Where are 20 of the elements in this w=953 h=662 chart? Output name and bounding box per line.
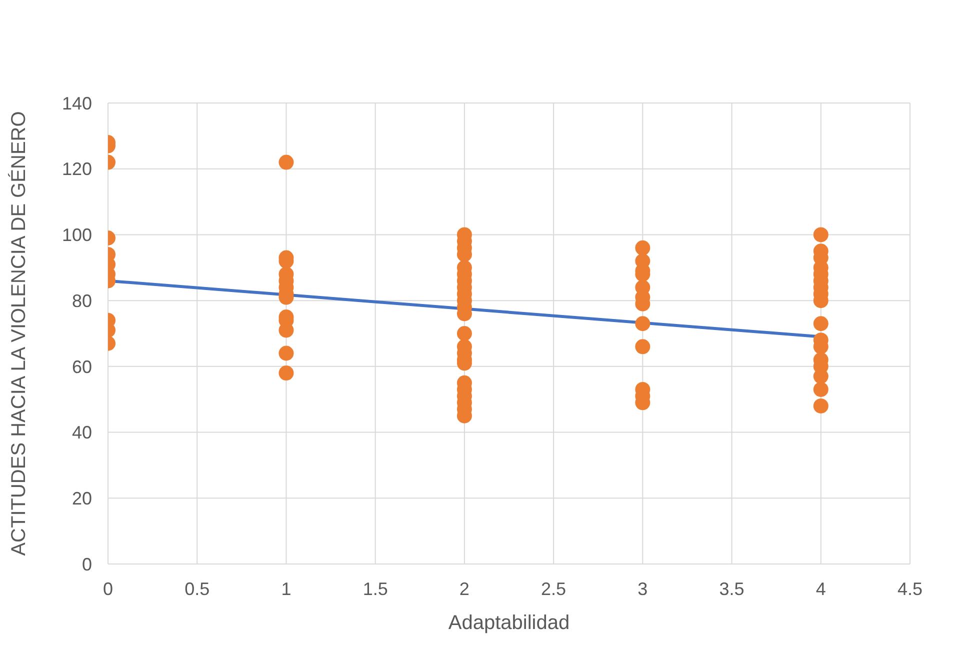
y-tick-label: 60 (72, 356, 92, 377)
y-tick-label: 120 (62, 159, 92, 180)
x-tick-label: 3 (638, 578, 648, 599)
x-tick-label: 4 (816, 578, 826, 599)
y-tick-label: 0 (82, 554, 92, 574)
x-tick-label: 0 (102, 578, 114, 599)
x-tick-label: 4.5 (897, 578, 923, 599)
y-tick-label: 80 (72, 290, 92, 311)
x-tick-label: 1 (281, 578, 292, 599)
x-axis-title: Adaptabilidad (448, 612, 570, 634)
y-tick-label: 140 (62, 93, 92, 114)
y-axis-title: ACTITUDES HACIA LA VIOLENCIA DE GÉNERO (7, 111, 30, 556)
x-tick-label: 0.5 (184, 578, 210, 599)
x-tick-label: 3.5 (719, 578, 744, 599)
x-tick-label: 2 (459, 578, 470, 599)
x-tick-label: 2.5 (541, 578, 566, 599)
y-tick-label: 40 (72, 422, 92, 443)
y-tick-label: 100 (62, 225, 92, 246)
x-tick-label: 1.5 (362, 578, 388, 599)
y-tick-label: 20 (72, 488, 92, 509)
